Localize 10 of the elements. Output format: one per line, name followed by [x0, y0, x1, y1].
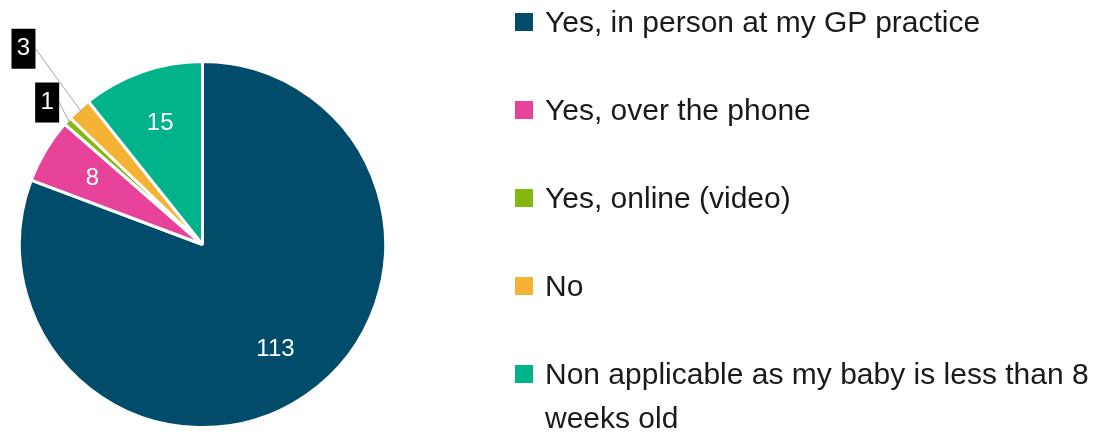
legend-label: Non applicable as my baby is less than 8 weeks old: [545, 356, 1090, 436]
legend-label: Yes, over the phone: [545, 92, 811, 128]
data-label: 1: [40, 87, 54, 115]
legend-label: Yes, online (video): [545, 180, 791, 216]
legend-label: No: [545, 268, 584, 304]
data-label: 113: [256, 334, 295, 362]
data-label: 3: [16, 33, 31, 61]
data-label: 15: [146, 108, 174, 136]
data-label: 8: [85, 163, 100, 191]
legend-label: Yes, in person at my GP practice: [545, 4, 981, 40]
